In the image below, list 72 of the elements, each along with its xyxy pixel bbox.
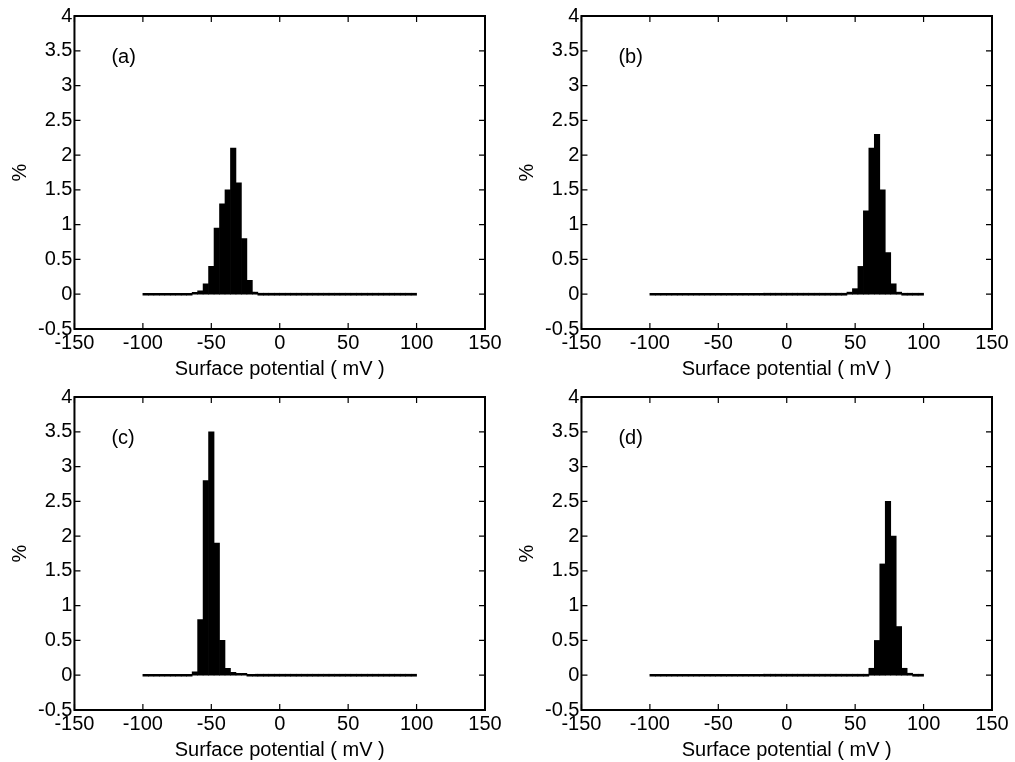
y-tick-label: 0.5 bbox=[44, 246, 73, 269]
x-tick-label: 0 bbox=[274, 711, 286, 734]
x-tick-label: 100 bbox=[399, 330, 434, 353]
y-tick-label: 4 bbox=[568, 384, 580, 407]
x-tick-label: 150 bbox=[975, 330, 1009, 353]
y-tick-label: 2 bbox=[61, 523, 73, 546]
y-tick-label: 1.5 bbox=[551, 558, 580, 581]
y-tick-label: 2.5 bbox=[551, 107, 580, 130]
y-tick-label: 2 bbox=[61, 142, 73, 165]
x-axis-title: Surface potential ( mV ) bbox=[681, 737, 892, 760]
annotation: (c) bbox=[111, 425, 135, 448]
x-tick-label: 50 bbox=[844, 330, 867, 353]
y-tick-label: 3.5 bbox=[551, 419, 580, 442]
y-tick-label: 1 bbox=[61, 212, 73, 235]
annotation: (a) bbox=[111, 44, 136, 67]
x-tick-label: 0 bbox=[274, 330, 286, 353]
y-tick-label: 0 bbox=[568, 662, 580, 685]
x-tick-label: -100 bbox=[122, 711, 163, 734]
x-tick-label: 100 bbox=[906, 711, 941, 734]
y-tick-label: 0.5 bbox=[551, 627, 580, 650]
x-axis-title: Surface potential ( mV ) bbox=[681, 356, 892, 379]
y-tick-label: 0.5 bbox=[44, 627, 73, 650]
y-tick-label: 1.5 bbox=[551, 177, 580, 200]
y-tick-label: 1 bbox=[568, 593, 580, 616]
x-tick-label: -50 bbox=[196, 330, 226, 353]
y-tick-label: 2.5 bbox=[551, 488, 580, 511]
y-tick-label: 1.5 bbox=[44, 177, 73, 200]
annotation: (b) bbox=[618, 44, 643, 67]
x-tick-label: 150 bbox=[975, 711, 1009, 734]
x-tick-label: -50 bbox=[703, 330, 733, 353]
x-tick-label: 50 bbox=[844, 711, 867, 734]
y-tick-label: 4 bbox=[61, 384, 73, 407]
x-tick-label: 50 bbox=[337, 711, 360, 734]
y-tick-label: 1 bbox=[568, 212, 580, 235]
y-tick-label: 1.5 bbox=[44, 558, 73, 581]
x-tick-label: -100 bbox=[629, 711, 670, 734]
y-tick-label: 3 bbox=[61, 454, 73, 477]
x-tick-label: -100 bbox=[122, 330, 163, 353]
x-tick-label: 0 bbox=[781, 330, 793, 353]
y-tick-label: 2.5 bbox=[44, 107, 73, 130]
x-tick-label: 100 bbox=[399, 711, 434, 734]
y-axis-title: % bbox=[514, 544, 537, 563]
y-tick-label: 3.5 bbox=[44, 419, 73, 442]
y-tick-label: 3.5 bbox=[551, 38, 580, 61]
x-axis-title: Surface potential ( mV ) bbox=[174, 737, 385, 760]
x-tick-label: -50 bbox=[196, 711, 226, 734]
y-tick-label: 0.5 bbox=[551, 246, 580, 269]
x-tick-label: -100 bbox=[629, 330, 670, 353]
y-axis-title: % bbox=[7, 163, 30, 182]
annotation: (d) bbox=[618, 425, 643, 448]
y-tick-label: 3 bbox=[568, 454, 580, 477]
y-tick-label: 0 bbox=[61, 662, 73, 685]
x-tick-label: 100 bbox=[906, 330, 941, 353]
y-tick-label: 3 bbox=[568, 73, 580, 96]
x-tick-label: 50 bbox=[337, 330, 360, 353]
y-tick-label: 3.5 bbox=[44, 38, 73, 61]
y-tick-label: 1 bbox=[61, 593, 73, 616]
x-tick-label: -50 bbox=[703, 711, 733, 734]
y-tick-label: 2.5 bbox=[44, 488, 73, 511]
y-tick-label: 4 bbox=[568, 3, 580, 26]
x-tick-label: 150 bbox=[468, 711, 502, 734]
y-tick-label: 0 bbox=[61, 281, 73, 304]
y-tick-label: 0 bbox=[568, 281, 580, 304]
y-axis-title: % bbox=[7, 544, 30, 563]
y-tick-label: 2 bbox=[568, 142, 580, 165]
x-tick-label: 150 bbox=[468, 330, 502, 353]
x-axis-title: Surface potential ( mV ) bbox=[174, 356, 385, 379]
y-tick-label: 4 bbox=[61, 3, 73, 26]
y-axis-title: % bbox=[514, 163, 537, 182]
y-tick-label: 3 bbox=[61, 73, 73, 96]
x-tick-label: 0 bbox=[781, 711, 793, 734]
y-tick-label: 2 bbox=[568, 523, 580, 546]
